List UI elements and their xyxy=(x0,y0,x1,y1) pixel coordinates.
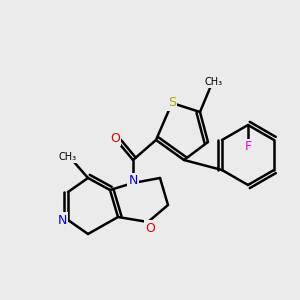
Text: CH₃: CH₃ xyxy=(205,77,223,87)
Text: O: O xyxy=(110,131,120,145)
Text: CH₃: CH₃ xyxy=(59,152,77,162)
Text: O: O xyxy=(145,221,155,235)
Text: N: N xyxy=(57,214,67,226)
Text: N: N xyxy=(128,175,138,188)
Text: S: S xyxy=(168,97,176,110)
Text: F: F xyxy=(244,140,252,154)
